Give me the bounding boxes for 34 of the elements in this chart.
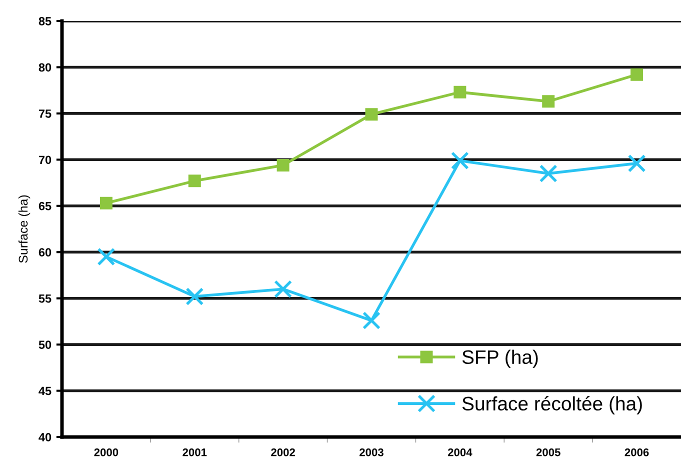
x-tick-label: 2001: [182, 448, 207, 456]
x-tick-label: 2002: [271, 448, 295, 456]
x-tick-label: 2006: [624, 448, 649, 456]
point: [186, 287, 204, 306]
point: [365, 108, 378, 121]
point: [276, 158, 290, 172]
y-tick-label: 70: [38, 156, 52, 164]
point: [97, 248, 116, 266]
point: [539, 164, 558, 183]
x-tick-label: 2004: [448, 448, 472, 456]
point: [542, 95, 555, 108]
y-tick-label: 60: [38, 248, 52, 257]
y-tick-label: 45: [38, 386, 52, 396]
legend-label: SFP (ha): [462, 350, 538, 368]
y-tick-label: 50: [38, 340, 52, 349]
point: [362, 311, 381, 330]
x-tick-label: 2005: [536, 448, 560, 456]
point: [450, 152, 469, 170]
point: [274, 280, 292, 298]
y-tick-label: 85: [38, 17, 52, 26]
point: [188, 174, 201, 188]
point: [100, 196, 112, 210]
y-tick-label: 55: [38, 294, 52, 303]
y-axis-title: Surface (ha): [18, 195, 30, 263]
x-tick-label: 2000: [94, 448, 118, 456]
point: [628, 154, 646, 172]
y-tick-label: 65: [38, 202, 52, 210]
legend-label: Surface récoltée (ha): [462, 396, 642, 414]
y-tick-label: 80: [38, 63, 52, 72]
x-tick-label: 2003: [360, 448, 384, 456]
y-tick-label: 40: [38, 433, 52, 442]
point: [454, 86, 466, 98]
y-tick-label: 75: [38, 110, 52, 118]
point: [630, 68, 644, 81]
